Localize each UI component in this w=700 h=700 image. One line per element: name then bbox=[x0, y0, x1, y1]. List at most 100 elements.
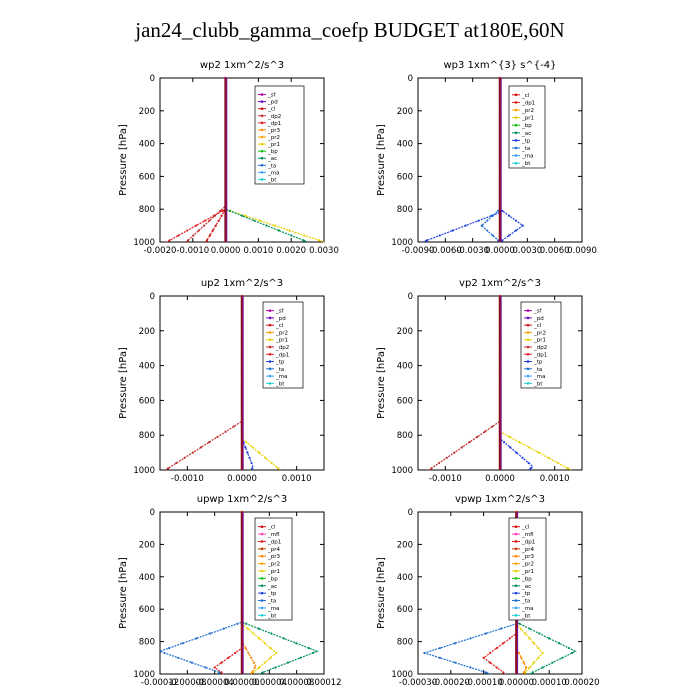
plot-title: upwp 1xm^2/s^3 bbox=[197, 494, 287, 505]
series-point bbox=[250, 656, 253, 659]
series-point bbox=[551, 661, 554, 664]
legend-marker bbox=[526, 367, 530, 371]
series-line-_dp2 bbox=[165, 296, 243, 471]
legend-marker bbox=[514, 532, 518, 536]
legend-label: _bp bbox=[521, 123, 532, 129]
legend-label: _pr3 bbox=[267, 554, 281, 560]
legend-label: _ma bbox=[267, 170, 279, 176]
series-line-_pr3 bbox=[241, 512, 257, 675]
legend-label: _ac bbox=[521, 584, 531, 590]
y-tick-label: 800 bbox=[139, 431, 155, 441]
y-tick-label: 400 bbox=[397, 140, 413, 150]
legend-marker bbox=[514, 93, 518, 97]
legend-label: _bt bbox=[267, 613, 277, 619]
series-point bbox=[197, 229, 200, 232]
subplot-0: wp2 1xm^2/s^3 Pressure [hPa] 0 200 400 600 800… bbox=[118, 60, 339, 256]
series-line-_dp1 bbox=[213, 512, 243, 675]
legend-box bbox=[520, 301, 562, 389]
series-point bbox=[529, 467, 532, 470]
series-point bbox=[245, 622, 248, 625]
series-point bbox=[253, 219, 256, 222]
x-tick-label: -0.00004 bbox=[196, 678, 234, 688]
y-tick-label: 0 bbox=[408, 292, 413, 302]
series-point bbox=[469, 666, 472, 669]
x-tick-label: 0.0000 bbox=[485, 246, 515, 256]
series-point bbox=[213, 666, 216, 669]
legend-label: _tp bbox=[267, 591, 277, 597]
legend-label: _ta bbox=[521, 599, 530, 605]
x-tick-label: 0.0000 bbox=[227, 474, 257, 484]
series-point bbox=[519, 627, 522, 630]
series-point bbox=[177, 234, 180, 237]
legend-marker bbox=[260, 540, 264, 543]
series-point bbox=[208, 219, 211, 222]
series-point bbox=[257, 451, 261, 454]
y-axis-label: Pressure [hPa] bbox=[376, 124, 387, 196]
series-point bbox=[541, 666, 544, 669]
y-axis-label: Pressure [hPa] bbox=[118, 124, 129, 196]
series-point bbox=[437, 461, 441, 465]
x-tick-label: -0.00030 bbox=[399, 678, 437, 688]
series-point bbox=[211, 229, 214, 232]
legend-marker bbox=[526, 323, 530, 327]
series-point bbox=[270, 632, 273, 635]
series-point bbox=[561, 656, 564, 659]
legend-label: _ac bbox=[521, 131, 531, 137]
series-point bbox=[205, 239, 209, 242]
series-point bbox=[194, 224, 198, 227]
y-tick-label: 800 bbox=[397, 205, 413, 215]
legend-label: _pr1 bbox=[533, 338, 546, 344]
legend-marker bbox=[260, 178, 264, 181]
series-line-_tp bbox=[422, 78, 501, 243]
series-point bbox=[547, 456, 550, 459]
legend-marker bbox=[268, 338, 272, 342]
legend-marker bbox=[526, 331, 530, 334]
legend-label: _tp bbox=[275, 360, 285, 366]
figure-title: jan24_clubb_gamma_coefp BUDGET at180E,60… bbox=[135, 18, 565, 42]
x-tick-label: 0.00000 bbox=[499, 678, 534, 688]
series-point bbox=[221, 209, 224, 212]
series-point bbox=[522, 661, 525, 664]
subplot-4: upwp 1xm^2/s^3 Pressure [hPa] 0 200 400 600 80… bbox=[118, 494, 342, 688]
series-point bbox=[527, 461, 530, 465]
legend-label: _dp2 bbox=[533, 345, 547, 351]
series-point bbox=[220, 661, 223, 664]
legend-marker bbox=[260, 135, 264, 139]
series-point bbox=[186, 239, 190, 242]
x-tick-label: 0.00010 bbox=[532, 678, 567, 688]
x-tick-label: -0.0010 bbox=[429, 474, 462, 484]
series-point bbox=[514, 219, 518, 222]
legend-label: _ta bbox=[275, 367, 284, 373]
series-point bbox=[204, 666, 207, 669]
y-tick-label: 400 bbox=[397, 362, 413, 372]
series-point bbox=[250, 671, 254, 674]
series-point bbox=[247, 651, 250, 655]
y-tick-label: 0 bbox=[150, 508, 155, 518]
y-tick-label: 200 bbox=[397, 327, 413, 337]
legend-label: _tp bbox=[521, 591, 531, 597]
legend-marker bbox=[514, 525, 518, 528]
legend-label: _pr1 bbox=[275, 338, 288, 344]
series-point bbox=[246, 451, 249, 454]
series-point bbox=[514, 229, 518, 232]
series-point bbox=[222, 627, 225, 630]
series-point bbox=[532, 661, 535, 664]
legend-label: _cl bbox=[533, 323, 542, 329]
x-tick-label: -0.0010 bbox=[176, 246, 209, 256]
series-line-_dp1 bbox=[166, 78, 227, 243]
x-tick-label: 0.00004 bbox=[252, 678, 287, 688]
series-point bbox=[299, 656, 302, 659]
legend-label: _cl bbox=[267, 525, 276, 531]
legend-label: _ta bbox=[521, 146, 530, 152]
legend-marker bbox=[260, 128, 264, 132]
y-tick-label: 200 bbox=[139, 540, 155, 550]
series-point bbox=[209, 632, 212, 635]
legend-marker bbox=[514, 554, 518, 558]
legend-marker bbox=[526, 352, 530, 356]
series-point bbox=[483, 430, 486, 433]
series-point bbox=[509, 446, 512, 449]
legend-marker bbox=[514, 139, 518, 142]
series-point bbox=[199, 446, 203, 449]
series-point bbox=[515, 451, 518, 454]
series-point bbox=[522, 671, 525, 674]
